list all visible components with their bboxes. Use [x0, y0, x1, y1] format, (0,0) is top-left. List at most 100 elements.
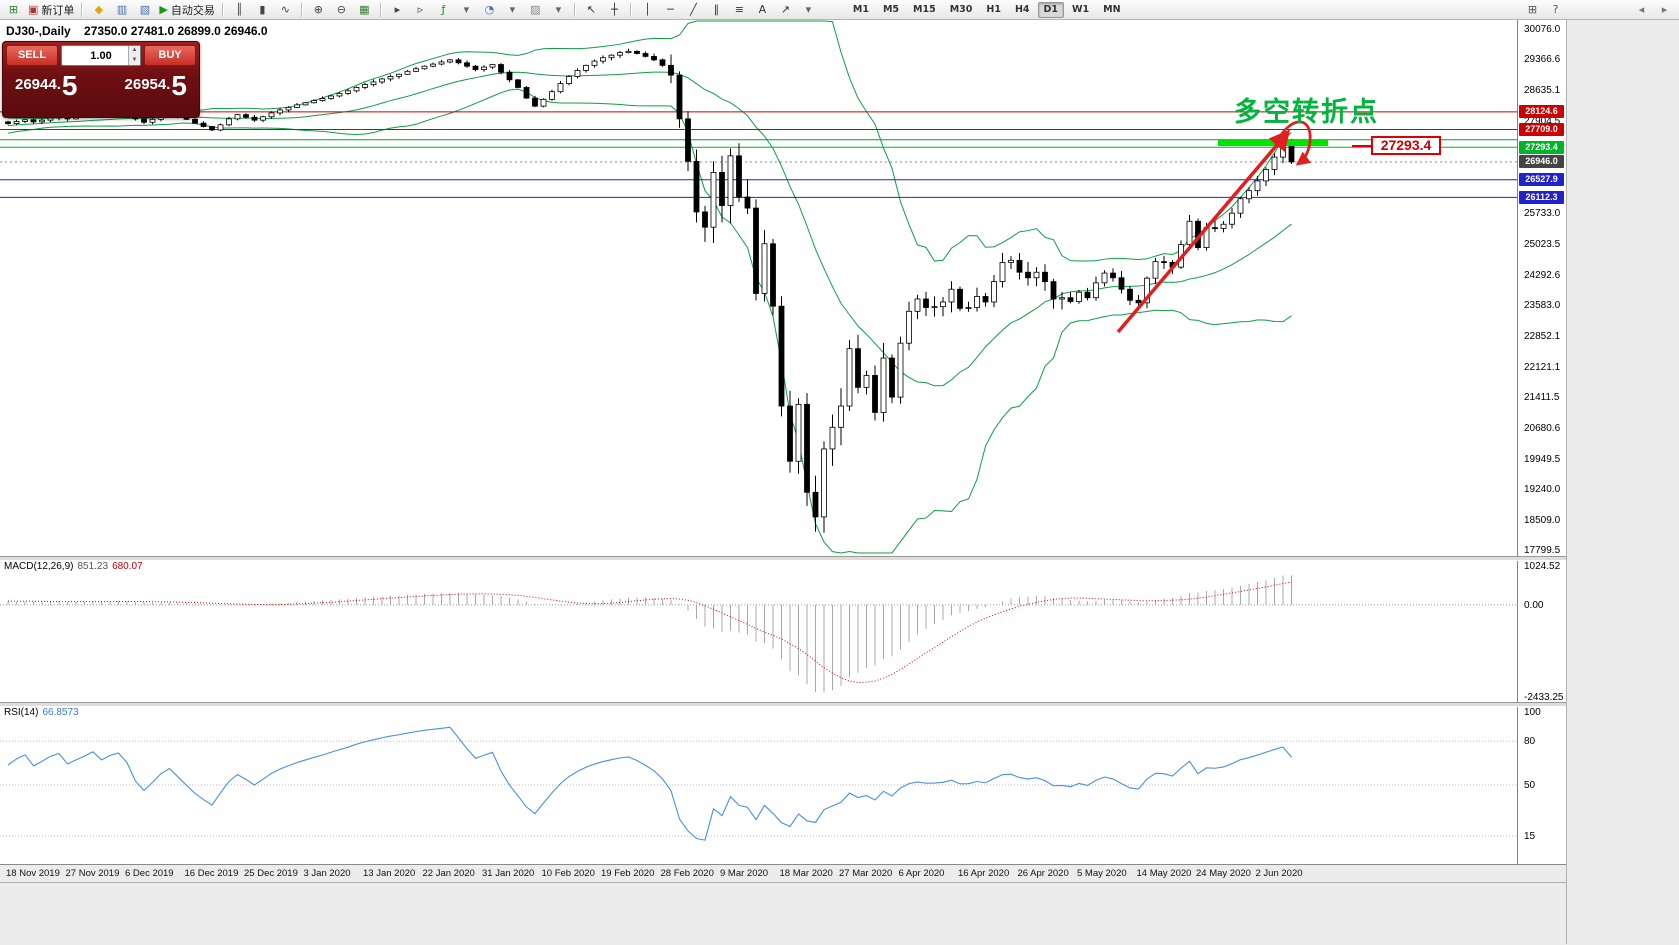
periods-dropdown-icon: ▾: [509, 3, 516, 16]
indicators-dropdown-icon[interactable]: ▾: [456, 1, 477, 18]
crosshair-icon: ┼: [611, 3, 618, 16]
candlestick-type-icon[interactable]: ▮: [252, 1, 273, 18]
toolbar-items: ⊞ ▣ 新订单 ◆ ▥ ▧ ▶ 自动交易 ║ ▮ ∿ ⊕ ⊖ ▦ ▸ ▹ ƒ ▾ ◔ ▾ ▨ ▾ ↖ ┼ │ ─ ╱ ∥ ≡ A ↗ ▾: [2, 1, 820, 18]
arrows-icon[interactable]: ↗: [775, 1, 796, 18]
date-label: 19 Feb 2020: [601, 868, 655, 879]
timeframe-m5[interactable]: M5: [882, 3, 900, 15]
scale-tick: 22852.1: [1524, 330, 1561, 342]
indicators-icon[interactable]: ƒ: [433, 1, 454, 18]
market-watch-icon[interactable]: ▥: [111, 1, 132, 18]
fibonacci-icon[interactable]: ≡: [729, 1, 750, 18]
strategy-tester-icon: ▧: [139, 3, 151, 16]
sell-button[interactable]: SELL: [6, 45, 58, 66]
date-label: 13 Jan 2020: [363, 868, 416, 879]
zoom-in-icon[interactable]: ⊕: [308, 1, 329, 18]
volume-up-icon[interactable]: ▲: [129, 46, 140, 56]
channel-icon[interactable]: ∥: [706, 1, 727, 18]
horizontal-line-icon[interactable]: ─: [660, 1, 681, 18]
scale-tick: 25023.5: [1524, 238, 1561, 250]
fibonacci-icon: ≡: [734, 3, 744, 16]
zoom-out-icon[interactable]: ⊖: [331, 1, 352, 18]
buy-button[interactable]: BUY: [144, 45, 196, 66]
price-tag: 26946.0: [1519, 155, 1564, 169]
turning-point-annotation[interactable]: 多空转折点: [1234, 97, 1379, 127]
toolbar-separator: [629, 2, 632, 17]
timeframe-h1[interactable]: H1: [986, 3, 1001, 15]
macd-label: MACD(12,26,9) 851.23 680.07: [4, 561, 143, 572]
periods-dropdown-icon[interactable]: ▾: [502, 1, 523, 18]
text-icon[interactable]: A: [752, 1, 773, 18]
scale-tick: 80: [1524, 736, 1536, 748]
panel-separator[interactable]: [0, 556, 1566, 561]
date-label: 28 Feb 2020: [660, 868, 714, 879]
price-tag: 28124.6: [1519, 105, 1564, 119]
line-chart-type-icon[interactable]: ∿: [275, 1, 296, 18]
scale-tick: 50: [1524, 780, 1536, 791]
bar-chart-type-icon: ║: [236, 3, 243, 16]
timeframe-d1[interactable]: D1: [1037, 1, 1065, 18]
timeframe-m1[interactable]: M1: [852, 3, 869, 15]
bar-chart-type-icon[interactable]: ║: [229, 1, 250, 18]
toolbar-separator: [573, 2, 576, 17]
rsi-panel[interactable]: [0, 705, 1517, 864]
strategy-tester-icon[interactable]: ▧: [134, 1, 155, 18]
scale-tick: 27904.5: [1524, 116, 1561, 128]
one-click-trading-panel: SELL ▲ ▼ BUY 26944. 5 26954. 5: [2, 41, 200, 118]
trendline-icon[interactable]: ╱: [683, 1, 704, 18]
trendline-icon: ╱: [690, 3, 697, 16]
timeframe-m15[interactable]: M15: [913, 3, 936, 15]
bid-price: 26944. 5: [15, 70, 78, 101]
scale-tick: 23583.0: [1524, 299, 1561, 311]
price-tag: 26527.9: [1519, 173, 1564, 187]
scale-tick: 20680.6: [1524, 423, 1561, 435]
volume-down-icon[interactable]: ▼: [129, 55, 140, 65]
macd-panel[interactable]: [0, 559, 1517, 702]
panel-separator[interactable]: [0, 702, 1566, 707]
autotrading-button-label: 自动交易: [170, 3, 215, 17]
metaeditor-icon[interactable]: ◆: [88, 1, 109, 18]
zoom-in-icon: ⊕: [313, 3, 323, 16]
cursor-icon[interactable]: ↖: [581, 1, 602, 18]
periods-clock-icon[interactable]: ◔: [479, 1, 500, 18]
time-axis[interactable]: 18 Nov 2019 27 Nov 2019 6 Dec 2019 16 Dec 2…: [0, 866, 1566, 882]
macd-main-value: 851.23: [77, 561, 109, 572]
tile-windows-icon[interactable]: ▦: [354, 1, 375, 18]
scale-tick: 22121.1: [1524, 361, 1561, 373]
timeframe-mn[interactable]: MN: [1103, 3, 1121, 15]
templates-dropdown-icon[interactable]: ▾: [548, 1, 569, 18]
new-window-icon[interactable]: ⊞: [1527, 3, 1538, 16]
dock-right-icon[interactable]: ▸: [1661, 3, 1668, 16]
date-label: 16 Apr 2020: [958, 868, 1010, 879]
timeframe-w1[interactable]: W1: [1072, 3, 1090, 15]
date-label: 9 Mar 2020: [720, 868, 769, 879]
help-icon[interactable]: ?: [1552, 3, 1559, 16]
shapes-dropdown-icon[interactable]: ▾: [798, 1, 819, 18]
crosshair-icon[interactable]: ┼: [604, 1, 625, 18]
templates-dropdown-icon: ▾: [555, 3, 562, 16]
date-label: 22 Jan 2020: [422, 868, 475, 879]
auto-scroll-icon: ▸: [394, 3, 401, 16]
volume-stepper[interactable]: ▲ ▼: [61, 45, 141, 66]
timeframe-h4[interactable]: H4: [1014, 3, 1030, 15]
scale-tick: 30076.0: [1524, 24, 1561, 35]
auto-scroll-icon[interactable]: ▸: [387, 1, 408, 18]
date-label: 27 Mar 2020: [839, 868, 893, 879]
templates-icon[interactable]: ▨: [525, 1, 546, 18]
shapes-dropdown-icon: ▾: [805, 3, 812, 16]
chart-shift-icon[interactable]: ▹: [410, 1, 431, 18]
timeframe-m30[interactable]: M30: [949, 3, 973, 15]
vertical-line-icon[interactable]: │: [637, 1, 658, 18]
dock-left-icon[interactable]: ◂: [1638, 3, 1645, 16]
autotrading-button[interactable]: ▶ 自动交易: [157, 1, 216, 18]
new-order-button[interactable]: ▣ 新订单: [26, 1, 76, 18]
symbol-period-label: DJ30-,Daily: [6, 24, 71, 38]
indicators-dropdown-icon: ▾: [463, 3, 470, 16]
periods-clock-icon: ◔: [484, 3, 495, 16]
date-label: 6 Dec 2019: [125, 868, 174, 879]
chart-shift-icon: ▹: [417, 3, 424, 16]
new-chart-icon[interactable]: ⊞: [3, 1, 24, 18]
price-scale[interactable]: 30076.0 29366.6 28635.1 27904.5 25733.0 25023…: [1517, 0, 1566, 944]
scale-tick: 28635.1: [1524, 85, 1561, 97]
price-callout[interactable]: 27293.4: [1371, 136, 1441, 155]
date-label: 31 Jan 2020: [482, 868, 535, 879]
